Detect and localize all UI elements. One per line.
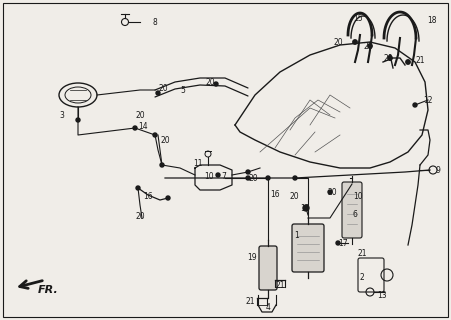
Circle shape (246, 176, 250, 180)
FancyBboxPatch shape (292, 224, 324, 272)
Text: 4: 4 (266, 303, 271, 313)
Text: 8: 8 (152, 18, 157, 27)
Text: 5: 5 (180, 85, 185, 94)
Text: 20: 20 (333, 37, 343, 46)
Circle shape (76, 118, 80, 122)
Circle shape (353, 40, 357, 44)
FancyBboxPatch shape (342, 182, 362, 238)
Circle shape (266, 176, 270, 180)
Circle shape (153, 133, 157, 137)
Text: 16: 16 (143, 191, 153, 201)
Text: 20: 20 (248, 173, 258, 182)
Circle shape (368, 44, 372, 48)
Text: 21: 21 (275, 281, 285, 290)
Text: 10: 10 (353, 191, 363, 201)
Text: 9: 9 (436, 165, 441, 174)
Circle shape (406, 60, 410, 64)
Text: 20: 20 (135, 110, 145, 119)
Circle shape (328, 190, 332, 194)
Circle shape (293, 176, 297, 180)
Text: 21: 21 (357, 250, 367, 259)
Text: 18: 18 (427, 15, 437, 25)
Text: 7: 7 (221, 172, 226, 180)
Circle shape (216, 173, 220, 177)
Text: 6: 6 (353, 210, 358, 219)
Circle shape (336, 241, 340, 245)
Text: 21: 21 (363, 42, 373, 51)
Text: 15: 15 (353, 13, 363, 22)
Text: 17: 17 (338, 238, 348, 247)
Text: 21: 21 (245, 298, 255, 307)
Circle shape (214, 82, 218, 86)
Text: 2: 2 (359, 274, 364, 283)
FancyBboxPatch shape (259, 246, 277, 290)
Circle shape (156, 91, 160, 95)
Circle shape (303, 205, 309, 211)
Circle shape (166, 196, 170, 200)
Text: 1: 1 (295, 230, 299, 239)
Text: 11: 11 (193, 158, 203, 167)
Text: 13: 13 (300, 204, 310, 212)
Circle shape (160, 163, 164, 167)
Text: 16: 16 (270, 189, 280, 198)
Circle shape (136, 186, 140, 190)
Circle shape (133, 126, 137, 130)
Text: 12: 12 (423, 95, 433, 105)
Circle shape (413, 103, 417, 107)
Text: 19: 19 (247, 253, 257, 262)
Text: 20: 20 (158, 84, 168, 92)
Text: 20: 20 (327, 188, 337, 196)
Text: 10: 10 (204, 172, 214, 180)
Text: 20: 20 (205, 77, 215, 86)
Text: 20: 20 (383, 53, 393, 62)
Text: 13: 13 (377, 291, 387, 300)
Text: 20: 20 (135, 212, 145, 220)
Circle shape (388, 56, 392, 60)
Text: 20: 20 (160, 135, 170, 145)
Text: 14: 14 (138, 122, 148, 131)
Text: 3: 3 (60, 110, 64, 119)
Text: 21: 21 (415, 55, 425, 65)
Text: 20: 20 (289, 191, 299, 201)
Circle shape (246, 170, 250, 174)
Text: FR.: FR. (38, 285, 59, 295)
